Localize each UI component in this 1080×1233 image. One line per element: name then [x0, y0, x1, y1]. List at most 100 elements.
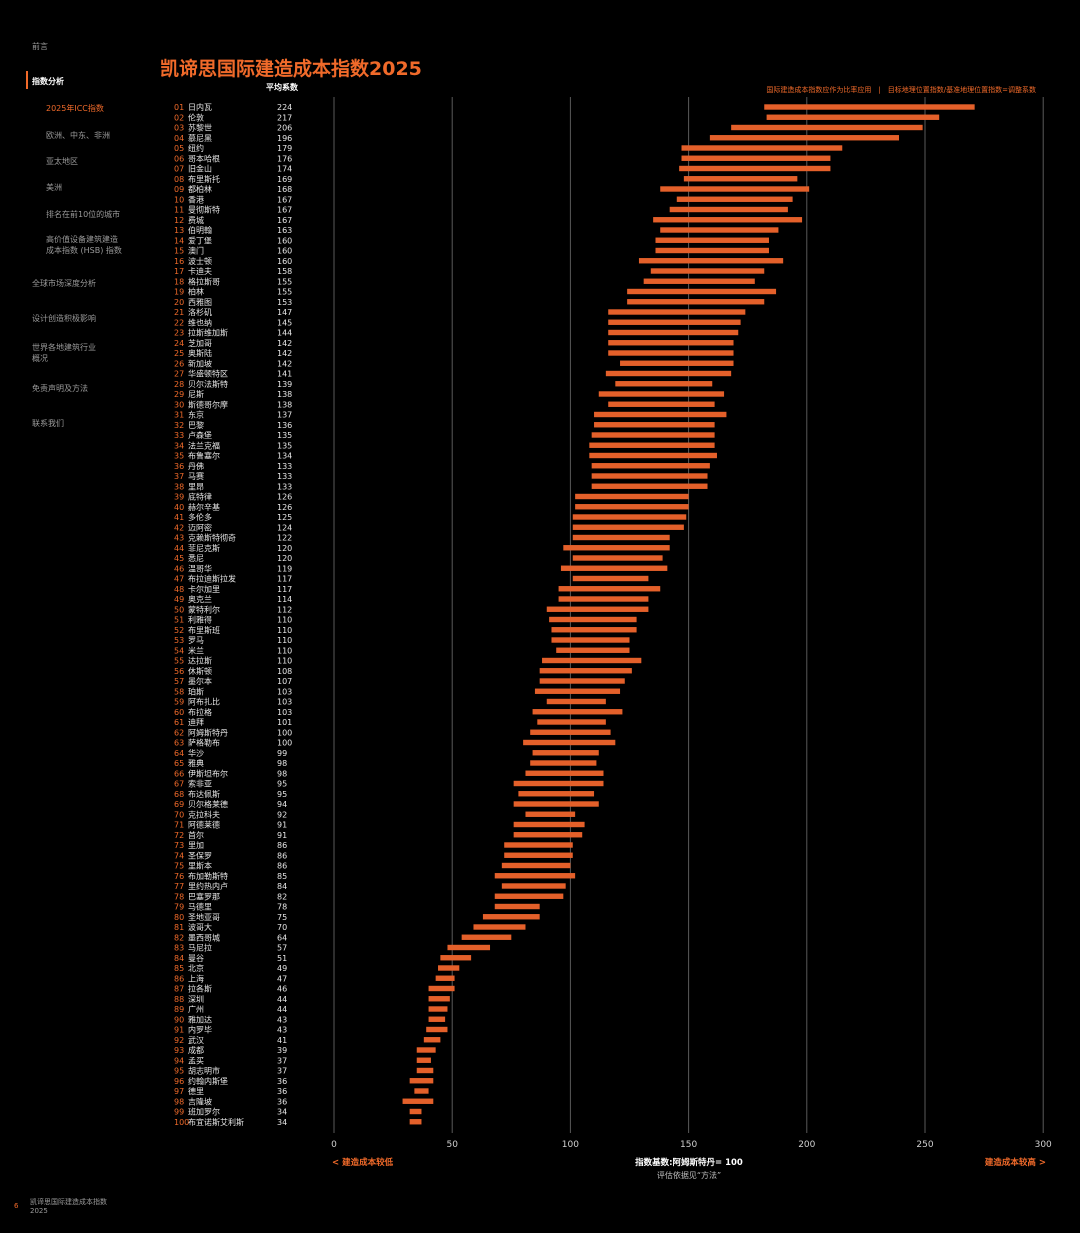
- city-label: 里约热内卢: [188, 881, 228, 891]
- value-label: 155: [277, 288, 292, 297]
- rank-label: 39: [174, 493, 184, 502]
- bar: [409, 1108, 422, 1115]
- sidebar-item-top10[interactable]: 排名在前10位的城市: [46, 210, 121, 219]
- value-label: 46: [277, 985, 287, 994]
- city-label: 雅典: [188, 758, 204, 768]
- city-label: 菲尼克斯: [188, 543, 220, 553]
- city-label: 马德里: [188, 902, 212, 912]
- city-label: 班加罗尔: [188, 1107, 220, 1117]
- city-label: 胡志明市: [188, 1066, 220, 1076]
- city-label: 纽约: [188, 143, 204, 153]
- rank-label: 63: [174, 739, 184, 748]
- bar: [608, 340, 734, 346]
- rank-label: 80: [174, 913, 184, 922]
- rank-label: 06: [174, 154, 184, 163]
- x-tick-label: 150: [680, 1140, 697, 1150]
- value-label: 153: [277, 298, 292, 307]
- value-label: 110: [277, 626, 292, 635]
- sidebar-item-icc-2025[interactable]: 2025年ICC指数: [46, 104, 104, 113]
- sidebar-item-industry-overview[interactable]: 世界各地建筑行业 概况: [32, 343, 96, 363]
- city-label: 吉隆坡: [188, 1096, 212, 1106]
- value-label: 206: [277, 124, 292, 133]
- sidebar-item-contact[interactable]: 联系我们: [32, 419, 64, 428]
- bar: [542, 657, 642, 664]
- value-label: 57: [277, 944, 287, 953]
- value-label: 136: [277, 421, 292, 430]
- city-label: 萨格勒布: [188, 738, 220, 748]
- value-label: 117: [277, 585, 292, 594]
- sidebar-item-market-analysis[interactable]: 全球市场深度分析: [32, 279, 96, 288]
- value-label: 158: [277, 267, 292, 276]
- column-header-average: 平均系数: [266, 83, 298, 92]
- value-label: 86: [277, 841, 287, 850]
- sidebar-item-apac[interactable]: 亚太地区: [46, 157, 78, 166]
- rank-label: 95: [174, 1067, 184, 1076]
- value-label: 82: [277, 892, 287, 901]
- value-label: 108: [277, 667, 292, 676]
- bar: [428, 996, 450, 1002]
- value-label: 224: [277, 103, 292, 112]
- bar: [473, 924, 526, 930]
- rank-label: 71: [174, 821, 184, 830]
- sidebar-item-americas[interactable]: 美洲: [46, 183, 62, 192]
- x-tick-label: 200: [798, 1140, 815, 1150]
- rank-label: 87: [174, 985, 184, 994]
- sidebar-item-index-analysis[interactable]: 指数分析: [32, 77, 64, 86]
- bar: [494, 903, 540, 910]
- city-label: 芝加哥: [188, 338, 212, 348]
- rank-label: 04: [174, 134, 184, 143]
- bar: [589, 442, 715, 448]
- city-label: 达拉斯: [188, 656, 212, 666]
- sidebar-item-preface[interactable]: 前言: [32, 42, 48, 51]
- value-label: 142: [277, 349, 292, 358]
- rank-label: 60: [174, 708, 184, 717]
- rank-label: 46: [174, 564, 184, 573]
- value-label: 94: [277, 800, 287, 809]
- bar: [608, 319, 741, 325]
- sidebar-item-design-impact[interactable]: 设计创造积极影响: [32, 314, 96, 323]
- bar: [572, 524, 684, 530]
- city-label: 巴黎: [188, 420, 204, 430]
- bar: [594, 422, 715, 428]
- rank-label: 61: [174, 718, 184, 727]
- city-label: 卡迪夫: [188, 266, 212, 276]
- value-label: 122: [277, 534, 292, 543]
- rank-label: 68: [174, 790, 184, 799]
- x-tick-label: 50: [446, 1140, 458, 1150]
- bar: [589, 452, 717, 459]
- sidebar-item-emea[interactable]: 欧洲、中东、非洲: [46, 131, 110, 140]
- bar: [655, 247, 769, 254]
- value-label: 126: [277, 493, 292, 502]
- bar: [549, 616, 637, 623]
- bar: [594, 411, 727, 418]
- bar: [504, 842, 573, 848]
- bar: [660, 186, 810, 192]
- value-label: 142: [277, 339, 292, 348]
- bar: [501, 883, 566, 889]
- value-label: 86: [277, 862, 287, 871]
- rank-label: 36: [174, 462, 184, 471]
- city-label: 波士顿: [188, 256, 212, 266]
- sidebar-item-disclaimer[interactable]: 免责声明及方法: [32, 384, 88, 393]
- value-label: 179: [277, 144, 292, 153]
- city-label: 澳门: [188, 246, 204, 256]
- city-label: 广州: [188, 1004, 204, 1014]
- value-label: 133: [277, 462, 292, 471]
- bar: [615, 381, 713, 387]
- sidebar-item-hsb[interactable]: 高价值设备建筑建造 成本指数 (HSB) 指数: [46, 235, 122, 255]
- rank-label: 51: [174, 616, 184, 625]
- city-label: 都柏林: [188, 184, 212, 194]
- value-label: 85: [277, 872, 287, 881]
- rank-label: 17: [174, 267, 184, 276]
- value-label: 169: [277, 175, 292, 184]
- city-label: 尼斯: [188, 389, 204, 399]
- value-label: 91: [277, 821, 287, 830]
- bar: [523, 739, 616, 746]
- bar: [537, 719, 606, 725]
- rank-label: 33: [174, 431, 184, 440]
- bar: [572, 575, 649, 582]
- city-label: 约翰内斯堡: [188, 1076, 228, 1086]
- bar: [546, 698, 606, 705]
- rank-label: 45: [174, 554, 184, 563]
- bar: [572, 514, 687, 520]
